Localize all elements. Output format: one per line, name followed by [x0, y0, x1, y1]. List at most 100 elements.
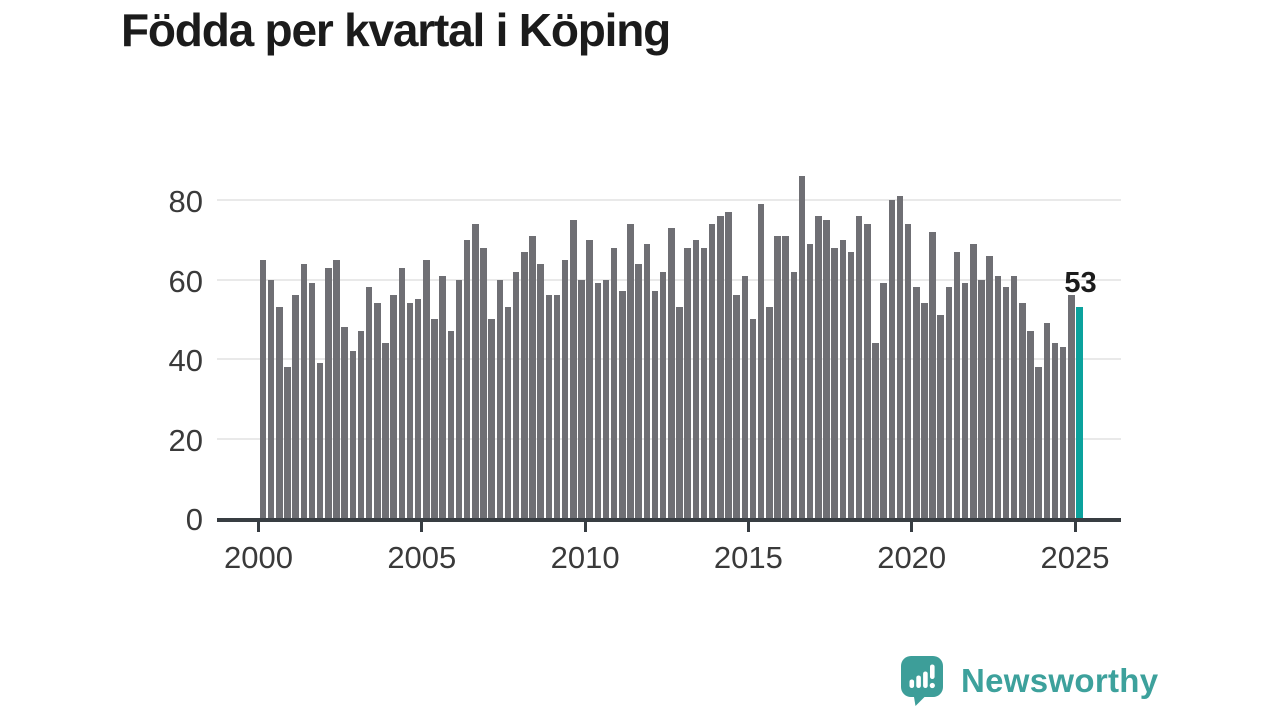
bar [292, 295, 299, 518]
bar [1010, 275, 1018, 518]
bar [798, 176, 806, 518]
bar [986, 255, 993, 518]
highlighted-bar [1076, 307, 1083, 518]
x-axis-label: 2000 [224, 540, 293, 575]
bar [496, 279, 504, 518]
bar [610, 247, 618, 518]
bar [374, 303, 381, 518]
bar [823, 219, 830, 518]
bar [545, 295, 553, 518]
bar [439, 275, 446, 518]
bar [1035, 366, 1042, 518]
bar [619, 291, 626, 518]
x-axis-line [217, 518, 1121, 522]
bar [316, 362, 324, 518]
bar [349, 351, 357, 518]
bar [1059, 347, 1067, 518]
bar [276, 307, 283, 518]
bar [831, 247, 838, 518]
bar [953, 251, 961, 518]
bar [970, 243, 977, 518]
bar [994, 275, 1002, 518]
bar [423, 259, 430, 518]
bar [749, 319, 757, 518]
bar [267, 279, 275, 518]
bar [1043, 323, 1051, 518]
bar [643, 243, 651, 518]
bar [896, 196, 904, 518]
chart-title: Födda per kvartal i Köping [121, 4, 671, 56]
x-axis-label: 2020 [877, 540, 947, 575]
bar [684, 247, 691, 518]
bar [602, 279, 610, 518]
bar [627, 223, 634, 518]
bar [325, 267, 332, 518]
bar [570, 219, 577, 518]
bar [594, 283, 602, 518]
bar [398, 267, 406, 518]
bar [529, 235, 536, 518]
bar [1019, 303, 1026, 518]
bar [284, 366, 291, 518]
bar [659, 271, 667, 518]
bar [447, 331, 455, 518]
y-axis-label: 80 [168, 184, 203, 219]
bar [774, 235, 781, 518]
x-axis-label: 2025 [1040, 540, 1110, 575]
bar [382, 343, 389, 518]
newsworthy-logo[interactable]: Newsworthy [901, 656, 1158, 711]
bar [700, 247, 708, 518]
bar [1027, 331, 1034, 518]
bar [945, 287, 953, 518]
x-axis-label: 2015 [713, 540, 783, 575]
bar [904, 223, 912, 518]
highlighted-value-label: 53 [1064, 267, 1097, 300]
bar [855, 215, 863, 518]
bar [725, 211, 732, 518]
x-axis-tick [257, 518, 260, 532]
bar [782, 235, 789, 518]
bar [790, 271, 798, 518]
logo-text: Newsworthy [961, 662, 1159, 699]
bar [733, 295, 740, 518]
bar [480, 247, 487, 518]
bar [455, 279, 463, 518]
y-axis-label: 20 [168, 422, 203, 458]
bar [341, 327, 348, 518]
bar [512, 271, 520, 518]
bar [872, 343, 879, 518]
bar [1051, 343, 1059, 518]
bar [815, 215, 822, 518]
bar [717, 215, 724, 518]
bar [913, 287, 920, 518]
bar [757, 203, 765, 518]
x-axis-label: 2005 [387, 540, 457, 575]
bar [847, 251, 855, 518]
x-axis-tick [420, 518, 424, 532]
bar [357, 331, 365, 518]
bar [921, 303, 928, 518]
bar [839, 239, 846, 518]
bar [978, 279, 985, 518]
y-axis-label: 60 [168, 263, 203, 299]
bar [864, 223, 871, 518]
x-axis-label: 2010 [550, 540, 620, 575]
bar [937, 315, 944, 518]
plot-area [217, 150, 1121, 518]
x-axis-tick [1073, 518, 1077, 532]
speech-bubble-bar-chart-icon [901, 656, 943, 711]
bar [929, 231, 936, 518]
bar [888, 200, 895, 518]
bar [300, 263, 308, 518]
bar [333, 259, 340, 518]
bar [676, 307, 683, 518]
bar [414, 299, 422, 518]
x-axis-tick [746, 518, 750, 532]
bar [537, 263, 544, 518]
y-axis-label: 0 [185, 502, 203, 537]
bar [961, 283, 969, 518]
bar [259, 259, 267, 518]
bar [504, 307, 512, 518]
bar [880, 283, 887, 518]
